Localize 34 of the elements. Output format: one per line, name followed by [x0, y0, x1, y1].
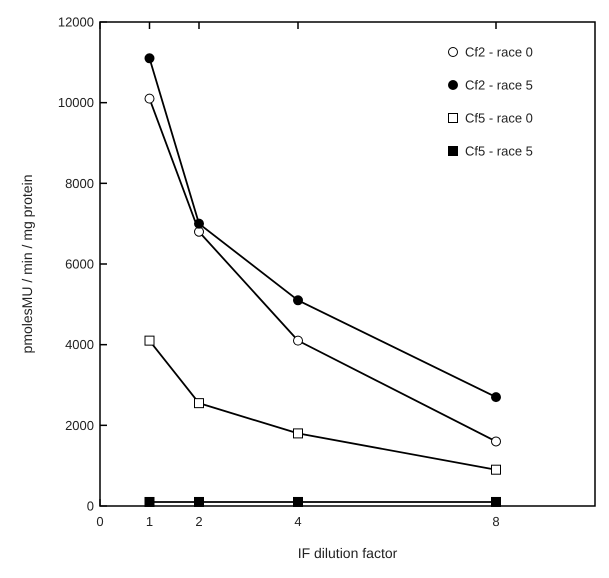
x-tick-label: 0 [96, 514, 104, 529]
y-tick-label: 10000 [58, 95, 94, 110]
y-axis-title: pmolesMU / min / mg protein [19, 174, 35, 354]
point [293, 295, 303, 306]
point [194, 226, 204, 237]
point [293, 496, 303, 507]
y-tick-label: 2000 [65, 418, 94, 433]
point [491, 392, 501, 402]
x-tick-label: 8 [492, 514, 500, 529]
x-tick-label: 4 [294, 514, 302, 529]
point [194, 218, 204, 229]
y-tick-label: 4000 [65, 337, 94, 352]
legend-label: Cf2 - race 5 [465, 78, 533, 93]
y-tick-label: 6000 [65, 256, 94, 272]
x-tick-label: 2 [195, 514, 203, 529]
point [491, 436, 501, 446]
point [144, 336, 154, 346]
point [293, 336, 303, 346]
point [293, 428, 303, 438]
legend-label: Cf5 - race 5 [465, 144, 533, 159]
point [194, 496, 204, 507]
y-tick-label: 12000 [58, 14, 94, 30]
y-tick-label: 0 [86, 498, 94, 514]
point [491, 464, 501, 475]
y-tick-label: 8000 [65, 176, 94, 191]
point [144, 496, 154, 507]
legend-label: Cf2 - race 0 [465, 44, 533, 60]
point [144, 94, 154, 104]
x-axis-title: IF dilution factor [298, 545, 398, 561]
point [491, 496, 501, 507]
point [194, 398, 204, 408]
x-tick-label: 1 [146, 514, 154, 529]
point [144, 53, 154, 64]
legend-label: Cf5 - race 0 [465, 110, 533, 126]
